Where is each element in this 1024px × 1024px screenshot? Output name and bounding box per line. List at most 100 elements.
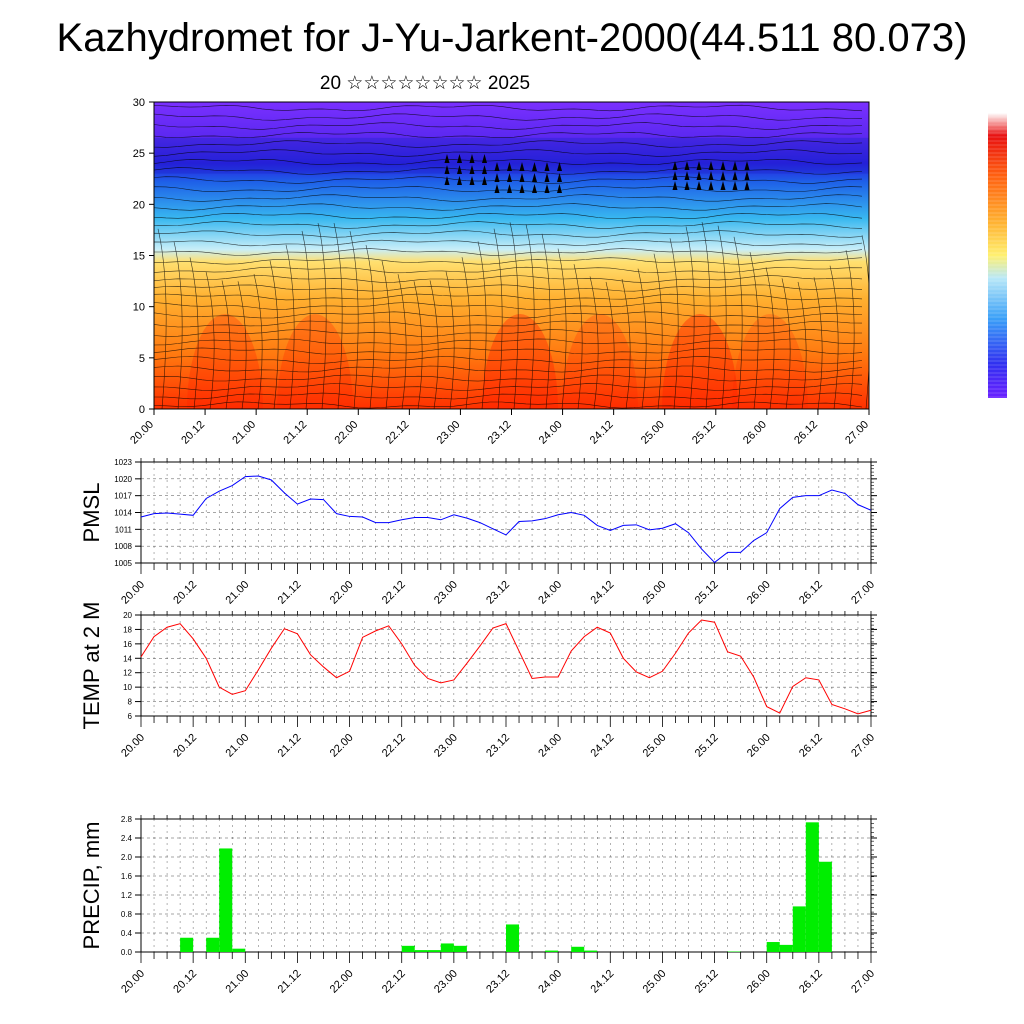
x-tick-label: 22.12 (384, 419, 412, 447)
x-tick-label: 23.12 (486, 419, 514, 447)
y-tick-label: 5 (139, 353, 145, 365)
wind-vline (765, 267, 775, 409)
wind-vline (557, 248, 567, 409)
wind-line-2 (154, 122, 863, 130)
wind-vline (685, 226, 695, 409)
x-tick-label: 25.12 (693, 579, 721, 607)
x-tick-label: 22.00 (328, 732, 356, 760)
x-tick-label: 25.00 (641, 732, 669, 760)
x-tick-label: 22.12 (380, 579, 408, 607)
wind-vline (461, 257, 471, 409)
wind-vline (573, 264, 583, 409)
x-tick-label: 24.00 (536, 968, 564, 996)
y-tick-label: 2.8 (121, 815, 133, 824)
x-tick-label: 24.12 (588, 732, 616, 760)
y-tick-label: 10 (133, 302, 145, 314)
wind-vline (285, 244, 295, 409)
wind-arrow (482, 165, 487, 174)
x-tick-label: 21.12 (276, 968, 304, 996)
x-tick-label: 20.12 (171, 732, 199, 760)
colorbar (988, 113, 1007, 398)
x-tick-label: 23.12 (484, 579, 512, 607)
warm-plume-0 (187, 314, 263, 409)
y-tick-label: 0.8 (121, 910, 133, 919)
wind-vline (701, 221, 711, 409)
wind-arrow (708, 181, 714, 190)
y-tick-label: 0.4 (121, 929, 133, 938)
wind-line-4 (154, 140, 863, 148)
pmsl-panel-ylabel: PMSL (79, 483, 104, 543)
x-tick-label: 23.00 (432, 579, 460, 607)
wind-arrow (708, 171, 714, 180)
warm-plume-3 (562, 314, 638, 409)
wind-arrow (696, 161, 702, 170)
x-tick-label: 20.12 (171, 968, 199, 996)
precip-bar (545, 950, 559, 952)
precip-bar (571, 946, 585, 952)
x-tick-label: 23.12 (484, 732, 512, 760)
wind-vline (477, 241, 487, 409)
precip-panel: 0.0 0.4 0.8 1.2 1.6 2.0 2.4 2.8 20.00 20.12 21.00 2… (79, 815, 877, 996)
wind-line-1 (154, 113, 863, 121)
y-tick-label: 30 (133, 97, 145, 109)
wind-arrow (469, 176, 475, 185)
x-tick-label: 21.00 (223, 732, 251, 760)
y-tick-label: 14 (123, 654, 132, 663)
wind-arrow (684, 181, 690, 190)
wind-arrow (557, 173, 562, 182)
y-tick-label: 8 (128, 698, 133, 707)
precip-bar (440, 943, 454, 952)
precip-bar (818, 861, 832, 952)
wind-vline (861, 235, 869, 409)
wind-vline (301, 230, 311, 409)
wind-line-8 (154, 176, 863, 184)
wind-arrow (507, 162, 512, 171)
y-tick-label: 10 (123, 683, 132, 692)
precip-bar (232, 948, 246, 952)
wind-vline (845, 250, 855, 409)
wind-line-12 (154, 212, 863, 220)
x-tick-label: 22.00 (332, 419, 360, 447)
x-tick-label: 26.12 (792, 419, 820, 447)
y-tick-label: 15 (133, 251, 145, 263)
wind-vline (397, 274, 407, 409)
wind-arrow (482, 176, 487, 185)
wind-arrow (444, 176, 450, 185)
wind-line-0 (154, 104, 863, 112)
wind-vline (797, 281, 807, 409)
wind-vline (605, 281, 615, 409)
precip-bar (779, 944, 793, 952)
wind-arrow (684, 161, 690, 170)
x-tick-label: 25.12 (693, 732, 721, 760)
precip-bar (766, 942, 780, 952)
wind-line-18 (154, 266, 863, 274)
precip-bar (180, 937, 194, 952)
wind-arrow (444, 165, 450, 174)
x-tick-label: 23.00 (432, 968, 460, 996)
wind-vline (749, 251, 759, 409)
wind-line-20 (154, 284, 863, 292)
x-tick-label: 25.00 (641, 579, 669, 607)
x-tick-label: 22.12 (380, 968, 408, 996)
warm-plume-2 (482, 314, 558, 409)
x-tick-label: 26.00 (745, 968, 773, 996)
wind-line-19 (154, 275, 863, 283)
x-tick-label: 23.00 (432, 732, 460, 760)
wind-lines (154, 104, 869, 409)
wind-arrow (469, 165, 475, 174)
x-tick-label: 20.00 (119, 732, 147, 760)
pmsl-panel: 1005 1008 1011 1014 1017 1020 1023 20.00 20.12 21… (79, 458, 877, 607)
wind-vline (317, 222, 327, 409)
x-tick-label: 22.12 (380, 732, 408, 760)
wind-arrow (532, 173, 537, 182)
warm-plume-4 (662, 314, 738, 409)
wind-line-7 (154, 167, 863, 175)
precip-bar (506, 924, 520, 952)
x-tick-label: 21.12 (281, 419, 309, 447)
wind-arrow (708, 161, 714, 170)
wind-vline (653, 253, 663, 409)
y-tick-label: 1005 (114, 559, 132, 568)
wind-vline (269, 260, 279, 409)
x-tick-label: 27.00 (843, 419, 871, 447)
x-tick-label: 21.00 (223, 968, 251, 996)
